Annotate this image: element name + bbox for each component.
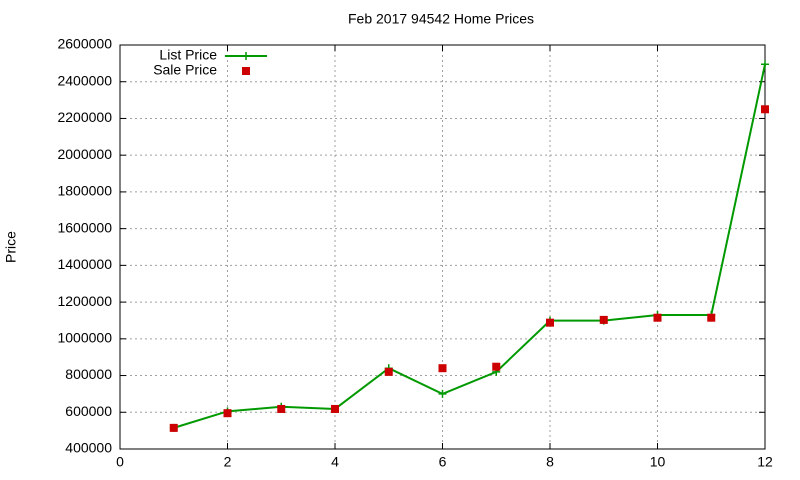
y-tick-label: 1800000: [57, 183, 112, 199]
y-tick-label: 1200000: [57, 293, 112, 309]
data-point: [599, 315, 608, 324]
y-tick-label: 1400000: [57, 256, 112, 272]
data-point: [169, 423, 178, 432]
legend-label: Sale Price: [153, 62, 217, 78]
y-tick-label: 2000000: [57, 146, 112, 162]
x-tick-label: 6: [439, 454, 447, 470]
data-point: [492, 362, 501, 371]
legend-label: List Price: [159, 47, 217, 63]
y-tick-label: 2600000: [57, 36, 112, 52]
y-tick-label: 2200000: [57, 109, 112, 125]
data-point: [384, 367, 393, 376]
legend-marker: [242, 52, 250, 60]
y-tick-label: 600000: [65, 403, 112, 419]
data-point: [546, 318, 554, 327]
x-tick-label: 10: [650, 454, 666, 470]
data-point: [223, 409, 232, 418]
y-axis-label: Price: [3, 231, 19, 263]
chart-title: Feb 2017 94542 Home Prices: [348, 11, 534, 27]
data-point: [761, 105, 769, 114]
data-point: [653, 313, 662, 322]
x-tick-label: 8: [546, 454, 554, 470]
x-tick-label: 12: [757, 454, 773, 470]
data-point: [331, 404, 339, 413]
x-tick-label: 0: [116, 454, 124, 470]
data-point: [438, 364, 447, 373]
data-point: [761, 60, 769, 69]
x-tick-label: 4: [331, 454, 339, 470]
data-point: [277, 404, 286, 413]
y-tick-label: 2400000: [57, 72, 112, 88]
y-tick-label: 1000000: [57, 330, 112, 346]
data-point: [707, 313, 716, 322]
y-tick-label: 800000: [65, 366, 112, 382]
legend-marker: [242, 67, 250, 75]
y-tick-label: 400000: [65, 440, 112, 456]
series-line: [173, 64, 766, 429]
y-tick-label: 1600000: [57, 219, 112, 235]
x-tick-label: 2: [224, 454, 232, 470]
plot-frame: [119, 44, 766, 450]
data-point: [438, 389, 447, 398]
